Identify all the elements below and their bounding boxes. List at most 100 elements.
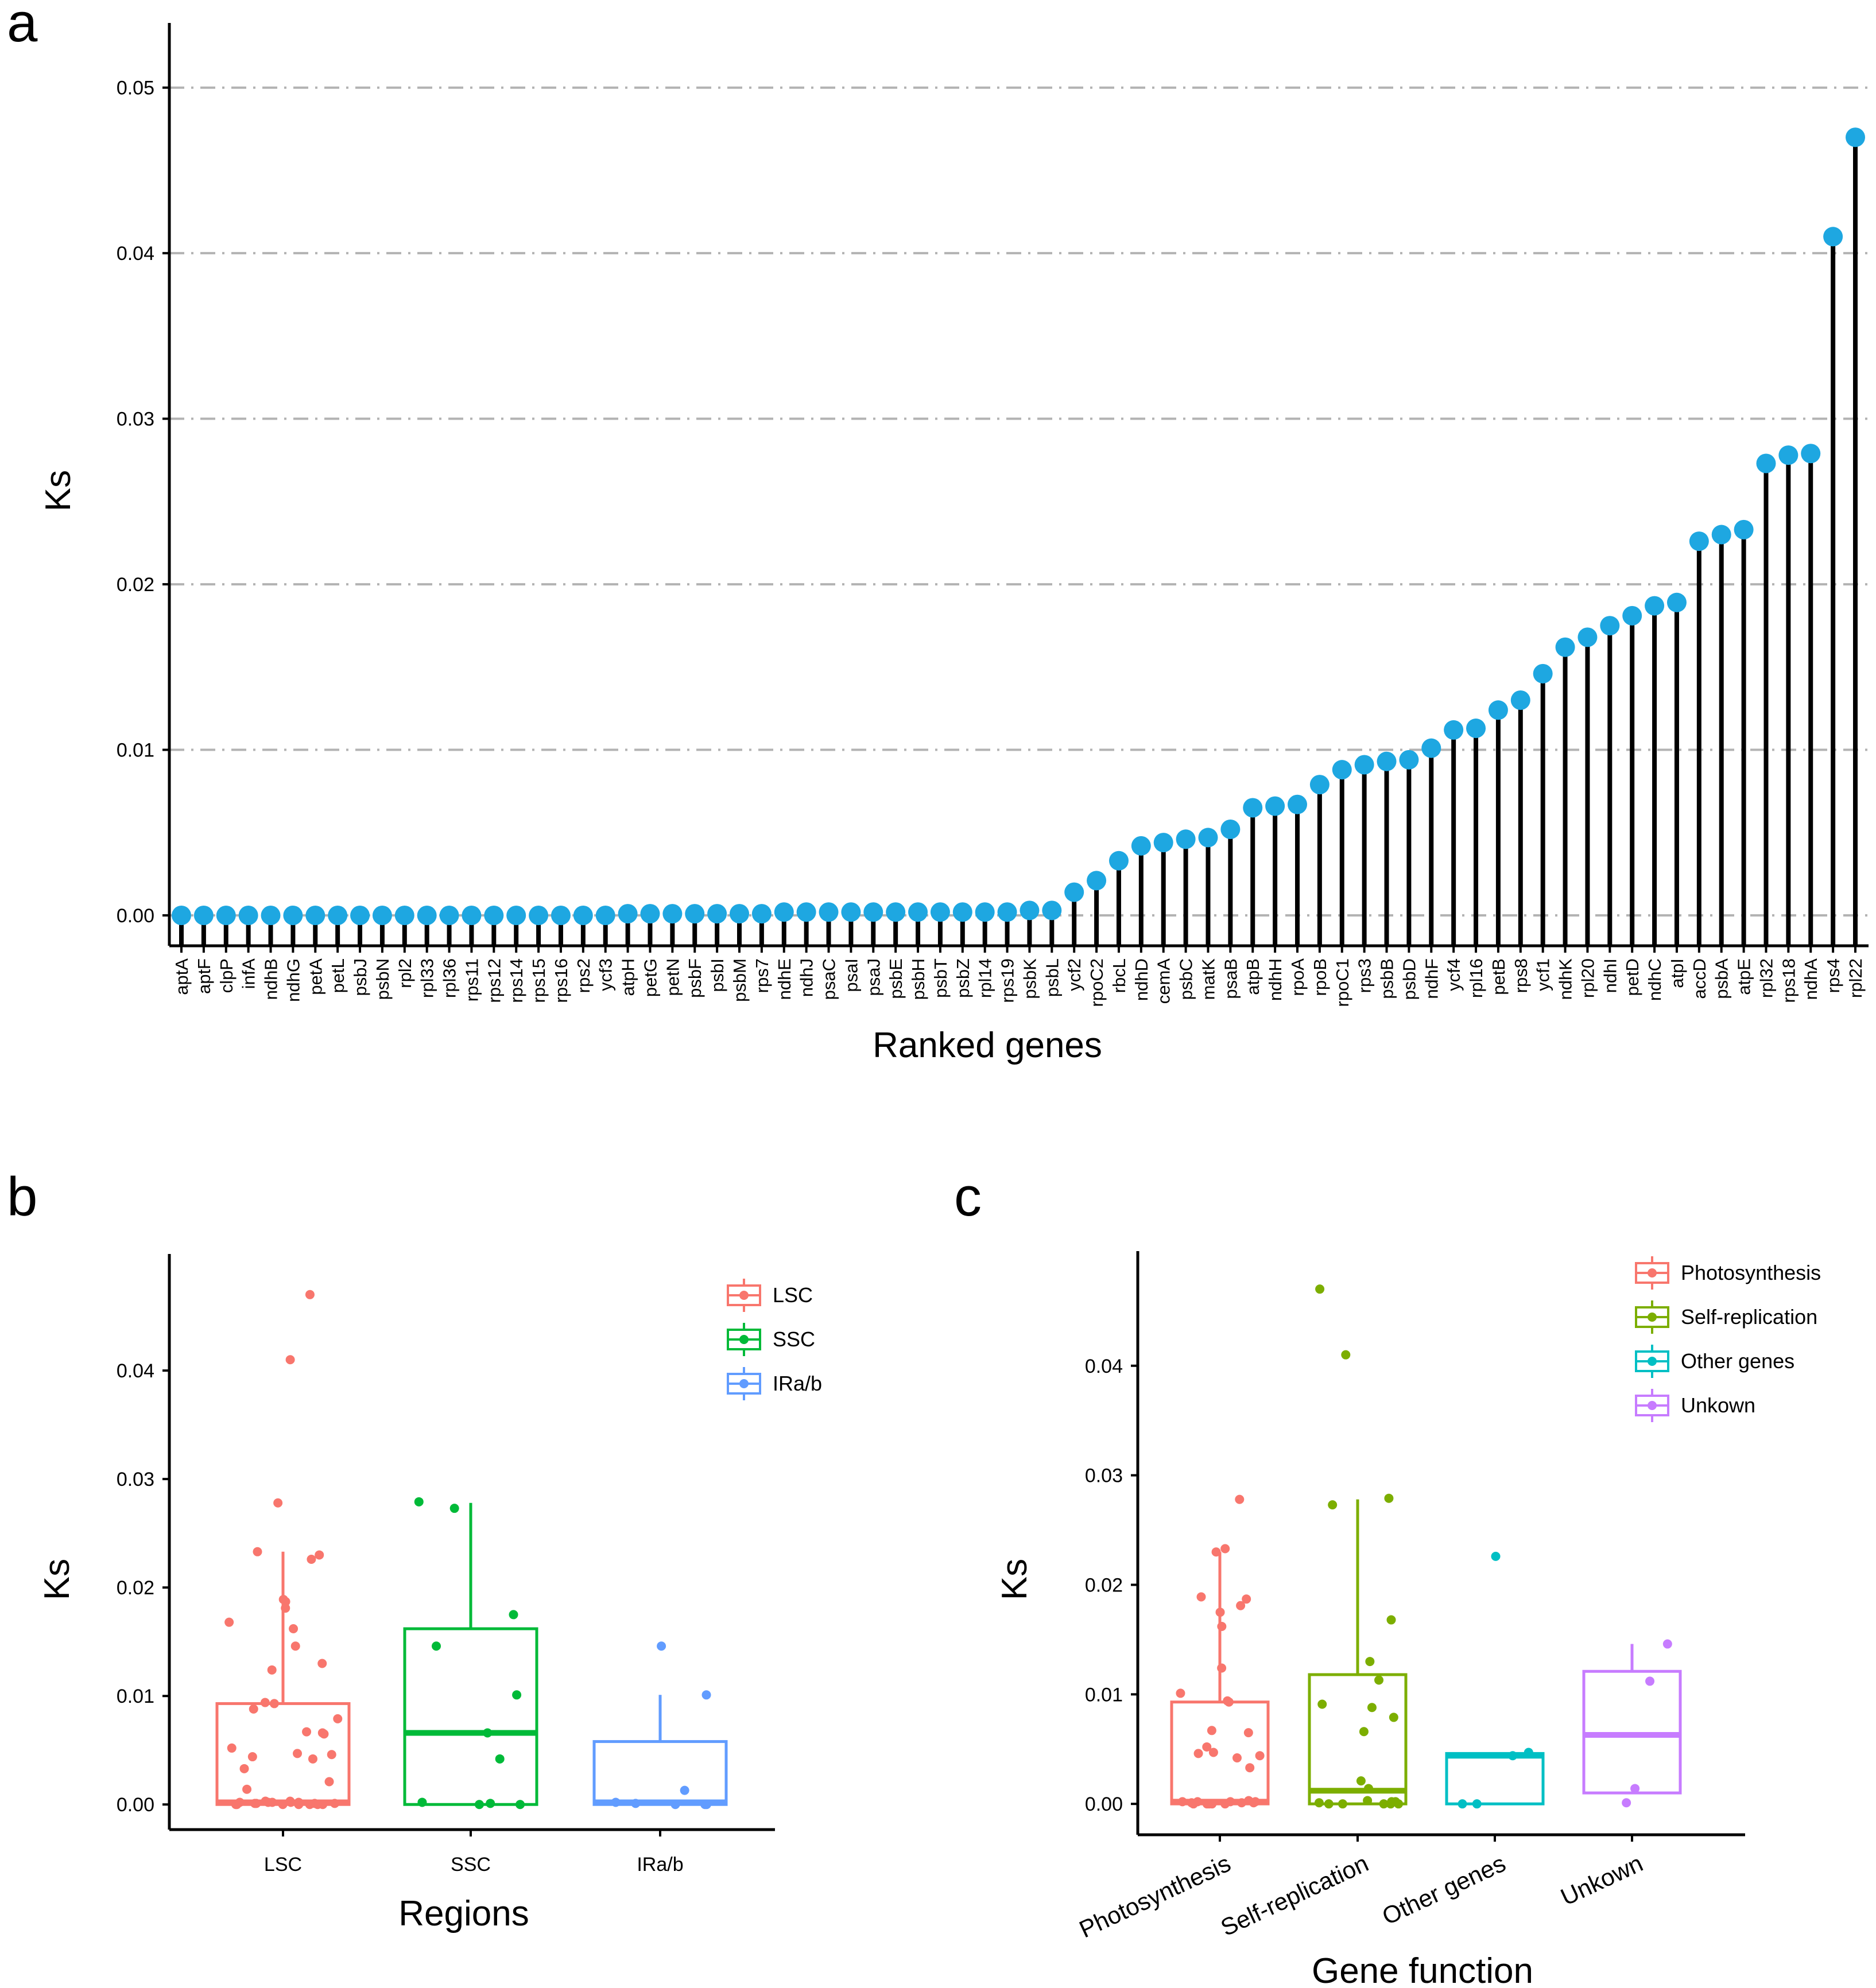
point-lsc-14 (260, 1698, 270, 1707)
point-psaJ (863, 902, 883, 922)
panel-letter-c: c (954, 1166, 982, 1228)
x-tick-label-psbA: psbA (1712, 958, 1732, 999)
point-rps18 (1778, 445, 1799, 465)
point-lsc-36 (330, 1799, 340, 1808)
point-petL (328, 906, 348, 925)
point-self-replication-12 (1364, 1784, 1374, 1793)
x-axis-title: Gene function (1312, 1951, 1533, 1988)
point-lsc-22 (293, 1749, 303, 1758)
legend-label-ira-b: IRa/b (773, 1372, 822, 1395)
y-tick-label-2: 0.02 (117, 574, 154, 596)
point-other-genes-2 (1508, 1751, 1518, 1761)
point-photosynthesis-11 (1224, 1697, 1234, 1707)
point-self-replication-20 (1324, 1799, 1334, 1809)
point-lsc-12 (267, 1665, 277, 1675)
point-rbcL (1108, 851, 1129, 871)
point-rps19 (997, 902, 1017, 922)
point-rps2 (573, 906, 593, 925)
point-psbH (908, 902, 928, 922)
point-petB (1488, 700, 1508, 720)
point-lsc-8 (281, 1603, 290, 1613)
point-ssc-5 (483, 1728, 493, 1738)
point-other-genes-4 (1472, 1799, 1482, 1809)
point-psbA (1711, 525, 1731, 545)
point-rpl22 (1846, 127, 1865, 147)
y-axis-title: Ks (38, 470, 78, 511)
panel-letter-b: b (7, 1166, 37, 1228)
point-photosynthesis-8 (1217, 1663, 1227, 1673)
y-tick-label-4: 0.04 (117, 1360, 154, 1382)
x-tick-label-psaJ: psaJ (863, 958, 883, 996)
x-tick-label-ndhF: ndhF (1421, 958, 1441, 999)
point-ssc-9 (515, 1800, 525, 1810)
x-tick-label-psbK: psbK (1020, 958, 1040, 999)
point-lsc-43 (278, 1800, 288, 1810)
x-tick-label-rpoC1: rpoC1 (1332, 958, 1352, 1007)
x-tick-label-psbM: psbM (730, 958, 750, 1002)
x-tick-label-petD: petD (1622, 958, 1642, 996)
point-psbN (372, 906, 392, 925)
x-tick-label-other-genes: Other genes (1378, 1850, 1509, 1930)
point-self-replication-10 (1359, 1727, 1369, 1737)
legend-label-photosynthesis: Photosynthesis (1681, 1261, 1821, 1284)
legend-key-dot-self-replication (1648, 1313, 1657, 1322)
point-lsc-2 (273, 1498, 283, 1508)
point-psaC (819, 902, 839, 922)
x-tick-label-matK: matK (1198, 958, 1218, 1000)
point-ira-b-2 (680, 1785, 689, 1795)
x-tick-label-ycf4: ycf4 (1444, 958, 1464, 991)
point-psbF (685, 904, 705, 924)
point-psaI (841, 902, 861, 922)
point-lsc-24 (247, 1752, 257, 1762)
x-tick-label-psbZ: psbZ (953, 958, 973, 998)
point-psbL (1042, 900, 1062, 921)
point-ssc-8 (486, 1799, 495, 1808)
point-self-replication-1 (1341, 1350, 1351, 1360)
x-tick-label-atpE: atpE (1734, 958, 1754, 995)
point-rpoC2 (1087, 871, 1107, 891)
point-lsc-46 (232, 1800, 242, 1810)
point-lsc-20 (317, 1728, 327, 1738)
legend-key-dot-ira-b (739, 1379, 749, 1388)
point-photosynthesis-2 (1211, 1547, 1221, 1557)
point-self-replication-3 (1328, 1500, 1338, 1510)
legend-key-dot-lsc (739, 1291, 749, 1300)
x-tick-label-ssc: SSC (451, 1854, 491, 1876)
x-tick-label-rps11: rps11 (462, 958, 482, 1001)
point-self-replication-9 (1389, 1713, 1398, 1722)
point-cemA (1153, 833, 1173, 853)
x-tick-label-unkown: Unkown (1556, 1850, 1646, 1911)
point-photosynthesis-13 (1243, 1728, 1253, 1738)
x-tick-label-psbT: psbT (931, 958, 951, 998)
point-lsc-11 (290, 1641, 300, 1651)
point-petN (662, 904, 683, 924)
point-ycf3 (595, 906, 615, 925)
x-tick-label-ndhE: ndhE (774, 958, 794, 1000)
point-ndhB (261, 906, 281, 925)
point-aptA (172, 906, 191, 925)
point-rpoC1 (1332, 760, 1352, 780)
point-petG (640, 904, 660, 924)
point-ira-b-4 (631, 1799, 641, 1808)
y-tick-label-3: 0.03 (1085, 1465, 1123, 1487)
point-ndhK (1555, 637, 1575, 657)
point-ssc-0 (414, 1497, 424, 1506)
point-lsc-0 (305, 1290, 315, 1299)
point-lsc-4 (315, 1550, 324, 1560)
point-psbT (930, 902, 950, 922)
legend-label-lsc: LSC (773, 1283, 813, 1307)
x-tick-label-accD: accD (1689, 958, 1710, 999)
point-psbB (1377, 751, 1397, 771)
y-tick-label-5: 0.05 (117, 77, 154, 99)
point-psbC (1176, 829, 1196, 849)
point-self-replication-8 (1367, 1703, 1377, 1713)
point-photosynthesis-1 (1220, 1544, 1230, 1554)
x-tick-label-atpB: atpB (1243, 958, 1263, 995)
point-accD (1689, 531, 1709, 552)
box-ssc (403, 1627, 538, 1806)
point-other-genes-1 (1524, 1748, 1533, 1757)
point-ndhF (1421, 738, 1441, 758)
x-tick-label-rps3: rps3 (1355, 958, 1375, 993)
x-tick-label-rps19: rps19 (998, 958, 1018, 1003)
